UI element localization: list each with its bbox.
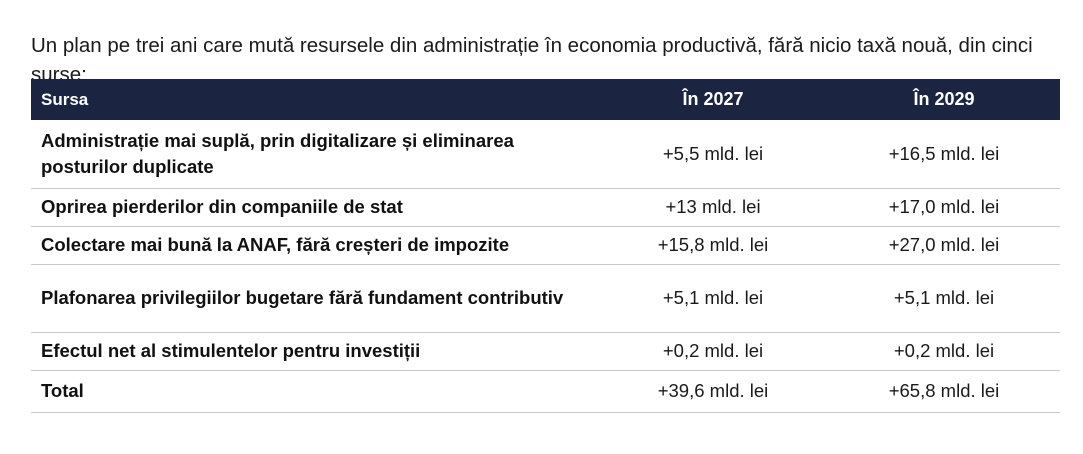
table-total-row: Total +39,6 mld. lei +65,8 mld. lei (31, 370, 1060, 413)
value-2029: +17,0 mld. lei (828, 188, 1060, 227)
value-2029: +27,0 mld. lei (828, 226, 1060, 265)
header-source: Sursa (41, 89, 89, 109)
value-2027: +15,8 mld. lei (598, 226, 828, 265)
value-2027: +0,2 mld. lei (598, 332, 828, 371)
intro-paragraph: Un plan pe trei ani care mută resursele … (31, 33, 1033, 86)
header-2027: În 2027 (682, 89, 744, 109)
source-label: Plafonarea privilegiilor bugetare fără f… (31, 264, 598, 333)
total-2029: +65,8 mld. lei (828, 370, 1060, 413)
value-2029: +0,2 mld. lei (828, 332, 1060, 371)
table-row: Efectul net al stimulentelor pentru inve… (31, 332, 1060, 371)
header-2029: În 2029 (913, 89, 975, 109)
table-row: Administrație mai suplă, prin digitaliza… (31, 120, 1060, 189)
value-2027: +13 mld. lei (598, 188, 828, 227)
value-2027: +5,1 mld. lei (598, 264, 828, 333)
funding-sources-table: Sursa În 2027 În 2029 Administrație mai … (31, 79, 1060, 413)
table-row: Colectare mai bună la ANAF, fără creșter… (31, 226, 1060, 265)
table-row: Oprirea pierderilor din companiile de st… (31, 188, 1060, 227)
value-2027: +5,5 mld. lei (598, 120, 828, 189)
source-label: Efectul net al stimulentelor pentru inve… (31, 332, 598, 371)
source-label: Administrație mai suplă, prin digitaliza… (31, 120, 598, 189)
source-label: Colectare mai bună la ANAF, fără creșter… (31, 226, 598, 265)
table-row: Plafonarea privilegiilor bugetare fără f… (31, 264, 1060, 333)
table-header-row: Sursa În 2027 În 2029 (31, 79, 1060, 120)
value-2029: +5,1 mld. lei (828, 264, 1060, 333)
source-label: Oprirea pierderilor din companiile de st… (31, 188, 598, 227)
value-2029: +16,5 mld. lei (828, 120, 1060, 189)
total-label: Total (31, 370, 598, 413)
total-2027: +39,6 mld. lei (598, 370, 828, 413)
